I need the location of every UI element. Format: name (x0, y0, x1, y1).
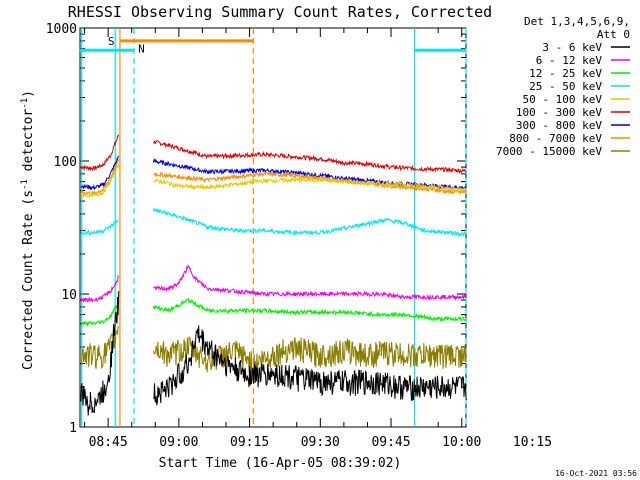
x-tick-label: 10:00 (442, 435, 481, 450)
series-line-0 (80, 134, 120, 172)
series-line-7 (80, 325, 120, 370)
series-line-7 (152, 336, 467, 375)
legend-entry-label: 100 - 300 keV (516, 106, 602, 119)
series-line-6 (152, 297, 467, 323)
x-tick-label: 09:15 (230, 435, 269, 450)
series-line-8 (80, 291, 120, 416)
series-line-5 (80, 274, 120, 303)
legend-entry-label: 50 - 100 keV (523, 93, 603, 106)
x-axis-ticks: 08:45 09:00 09:15 09:30 09:45 10:00 10:15 (84, 28, 552, 450)
series-line-4 (152, 208, 467, 238)
x-tick-label: 10:15 (513, 435, 552, 450)
series-line-8 (153, 325, 467, 406)
flag-label: N (138, 42, 145, 55)
legend-entry-label: 25 - 50 keV (529, 80, 602, 93)
y-tick-label: 100 (54, 155, 77, 170)
series-line-1 (80, 155, 120, 191)
y-axis-label: Corrected Count Rate (s-1 detector-1) (20, 90, 36, 370)
series-line-3 (153, 176, 467, 194)
x-axis-label: Start Time (16-Apr-05 08:39:02) (159, 456, 402, 471)
x-tick-label: 09:00 (159, 435, 198, 450)
y-tick-label: 10 (61, 288, 77, 303)
legend-entry-label: 7000 - 15000 keV (496, 145, 602, 158)
flag-label: S (108, 35, 115, 48)
status-flags: SN (79, 35, 466, 55)
legend-entry-label: 800 - 7000 keV (509, 132, 602, 145)
legend-entry-label: 12 - 25 keV (529, 67, 602, 80)
series-line-0 (153, 140, 467, 174)
y-tick-label: 1 (69, 421, 77, 436)
y-tick-label: 1000 (46, 22, 77, 37)
legend-header-1: Det 1,3,4,5,6,9, (524, 15, 630, 28)
series-line-6 (80, 299, 120, 327)
x-tick-label: 09:30 (301, 435, 340, 450)
chart-title: RHESSI Observing Summary Count Rates, Co… (68, 3, 492, 21)
footer-timestamp: 16-Oct-2021 03:56 (555, 469, 637, 478)
legend-entry-label: 300 - 800 keV (516, 119, 602, 132)
x-tick-label: 09:45 (371, 435, 410, 450)
legend-header-2: Att 0 (597, 28, 630, 41)
rate-series (80, 134, 467, 416)
legend-entry-label: 3 - 6 keV (542, 41, 602, 54)
series-line-2 (153, 170, 467, 196)
legend-entry-label: 6 - 12 keV (536, 54, 603, 67)
x-tick-label: 08:45 (89, 435, 128, 450)
series-line-5 (153, 264, 467, 301)
series-line-4 (80, 219, 119, 237)
series-line-3 (80, 163, 120, 199)
y-axis-ticks: 1 10 100 1000 (46, 22, 466, 436)
